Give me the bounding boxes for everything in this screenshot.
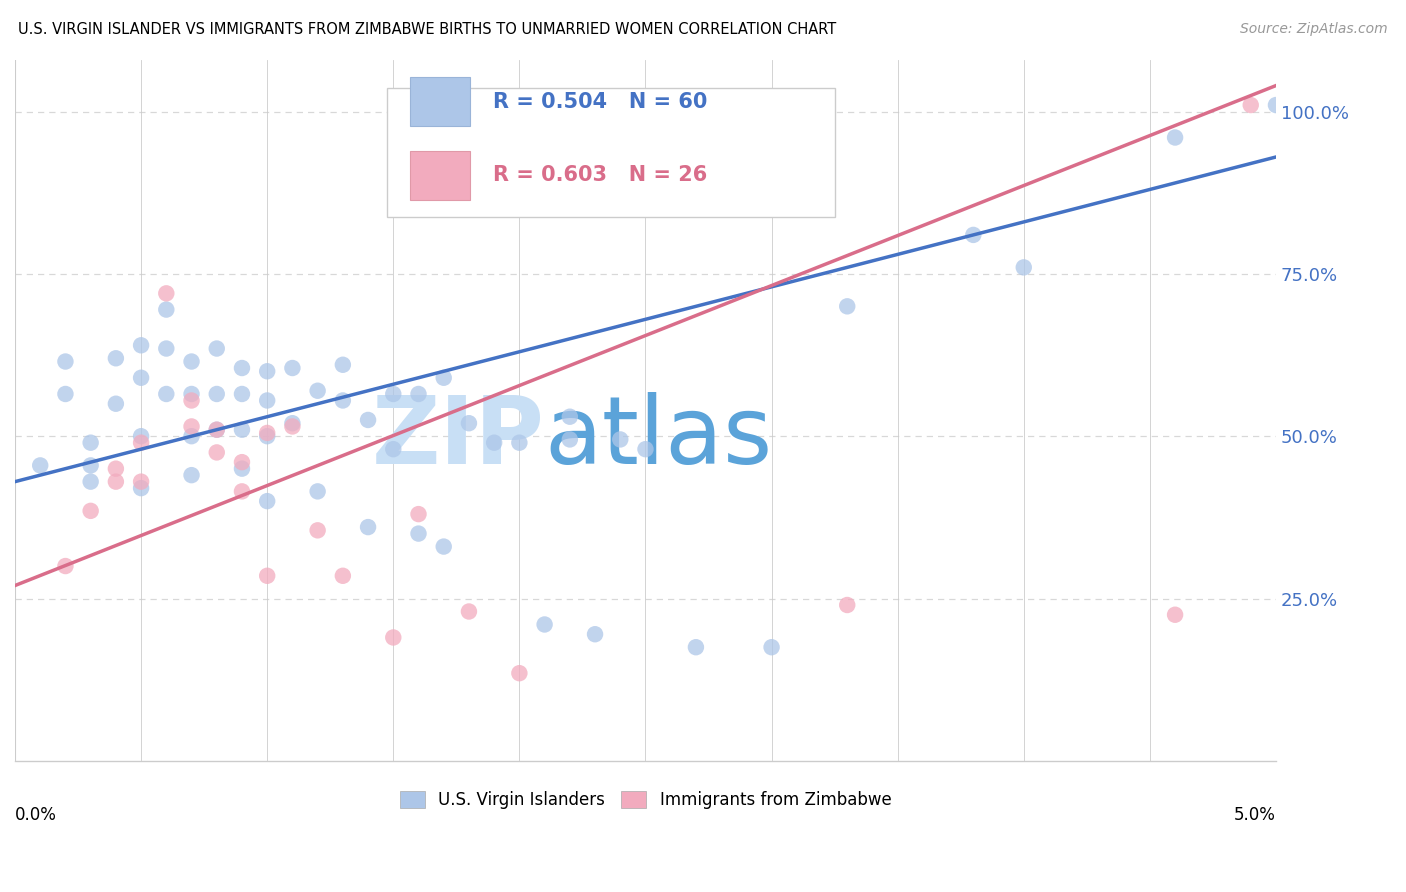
Point <box>332 569 354 583</box>
Point <box>180 419 202 434</box>
Point <box>104 461 127 475</box>
Point <box>307 484 329 499</box>
Point <box>55 387 77 401</box>
Point <box>129 481 152 495</box>
Point <box>382 387 405 401</box>
Point <box>79 435 101 450</box>
Point <box>307 524 329 538</box>
Point <box>962 227 984 242</box>
Text: R = 0.504   N = 60: R = 0.504 N = 60 <box>494 92 707 112</box>
Point <box>79 475 101 489</box>
Point <box>408 526 430 541</box>
Point <box>180 468 202 483</box>
Point <box>533 617 555 632</box>
Point <box>558 433 581 447</box>
Point <box>408 387 430 401</box>
Point <box>256 569 278 583</box>
Point <box>256 425 278 440</box>
Bar <box>409 77 470 126</box>
Point <box>382 631 405 645</box>
Point <box>256 494 278 508</box>
Point <box>281 361 304 376</box>
Text: ZIP: ZIP <box>371 392 544 484</box>
Point <box>256 364 278 378</box>
Point <box>129 370 152 384</box>
Point <box>1164 130 1187 145</box>
Point <box>180 429 202 443</box>
Point <box>382 442 405 457</box>
Text: 0.0%: 0.0% <box>15 806 56 824</box>
Point <box>231 484 253 499</box>
Point <box>482 435 505 450</box>
Text: 5.0%: 5.0% <box>1234 806 1277 824</box>
Point <box>357 413 380 427</box>
Point <box>104 475 127 489</box>
Point <box>129 435 152 450</box>
Point <box>155 387 177 401</box>
FancyBboxPatch shape <box>387 87 835 218</box>
Point <box>180 354 202 368</box>
Point <box>307 384 329 398</box>
Point <box>129 338 152 352</box>
Point <box>837 299 859 313</box>
Point <box>205 423 228 437</box>
Point <box>155 302 177 317</box>
Point <box>55 354 77 368</box>
Point <box>129 475 152 489</box>
Point <box>458 416 481 430</box>
Point <box>231 461 253 475</box>
Point <box>1012 260 1035 275</box>
Point <box>231 387 253 401</box>
Point <box>30 458 52 473</box>
Point <box>685 640 707 655</box>
Point <box>256 429 278 443</box>
Point <box>281 416 304 430</box>
Point <box>55 559 77 574</box>
Point <box>357 520 380 534</box>
Text: R = 0.603   N = 26: R = 0.603 N = 26 <box>494 165 707 186</box>
Point <box>508 435 530 450</box>
Point <box>79 504 101 518</box>
Point <box>408 507 430 521</box>
Point <box>1164 607 1187 622</box>
Point <box>205 342 228 356</box>
Point <box>205 387 228 401</box>
Point <box>180 393 202 408</box>
Point <box>1240 98 1263 112</box>
Point <box>1265 98 1288 112</box>
Point <box>231 361 253 376</box>
Point <box>104 351 127 366</box>
Text: U.S. VIRGIN ISLANDER VS IMMIGRANTS FROM ZIMBABWE BIRTHS TO UNMARRIED WOMEN CORRE: U.S. VIRGIN ISLANDER VS IMMIGRANTS FROM … <box>18 22 837 37</box>
Point <box>180 387 202 401</box>
Point <box>558 409 581 424</box>
Point <box>155 342 177 356</box>
Point <box>761 640 783 655</box>
Point <box>433 370 456 384</box>
Point <box>129 429 152 443</box>
Point <box>508 666 530 681</box>
Point <box>458 605 481 619</box>
Point <box>332 393 354 408</box>
Point <box>281 419 304 434</box>
Text: atlas: atlas <box>544 392 773 484</box>
Point <box>155 286 177 301</box>
Point <box>256 393 278 408</box>
Legend: U.S. Virgin Islanders, Immigrants from Zimbabwe: U.S. Virgin Islanders, Immigrants from Z… <box>392 784 898 815</box>
Point <box>433 540 456 554</box>
Point <box>634 442 657 457</box>
Text: Source: ZipAtlas.com: Source: ZipAtlas.com <box>1240 22 1388 37</box>
Point <box>79 458 101 473</box>
Bar <box>409 151 470 200</box>
Point <box>104 397 127 411</box>
Point <box>332 358 354 372</box>
Point <box>583 627 606 641</box>
Point <box>837 598 859 612</box>
Point <box>205 445 228 459</box>
Point <box>231 423 253 437</box>
Point <box>231 455 253 469</box>
Point <box>533 98 555 112</box>
Point <box>205 423 228 437</box>
Point <box>609 433 631 447</box>
